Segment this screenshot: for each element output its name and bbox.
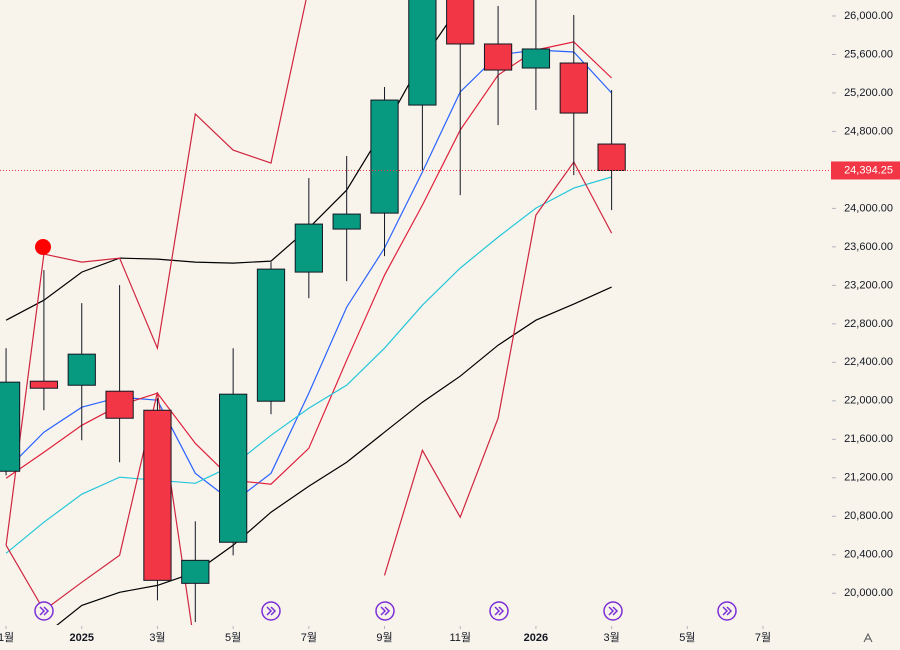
last-price-box xyxy=(831,161,900,180)
candle-body xyxy=(143,409,172,581)
x-tick-label: 9월 xyxy=(376,631,392,644)
candle-body xyxy=(597,143,626,171)
candle-body xyxy=(67,353,96,386)
candle-body xyxy=(0,381,21,472)
y-tick-label: 20,800.00 xyxy=(844,510,893,522)
last-price-label: 24,394.25 xyxy=(844,164,893,176)
x-tick-label: 3월 xyxy=(149,631,165,644)
y-tick-label: 22,400.00 xyxy=(844,356,893,368)
indicator-line xyxy=(5,0,307,546)
auto-scale-button[interactable] xyxy=(863,632,873,643)
x-tick-label: 3월 xyxy=(603,631,619,644)
x-tick-label: 11월 xyxy=(449,631,471,644)
y-tick-label: 22,800.00 xyxy=(844,318,893,330)
x-tick-label: 2025 xyxy=(70,632,94,644)
x-tick-label: 7월 xyxy=(755,631,771,644)
y-tick-label: 20,400.00 xyxy=(844,549,893,561)
y-tick-label: 23,600.00 xyxy=(844,241,893,253)
y-tick-label: 22,000.00 xyxy=(844,395,893,407)
candle-body xyxy=(294,223,323,273)
x-tick-label: 2026 xyxy=(524,632,548,644)
y-tick-label: 25,200.00 xyxy=(844,87,893,99)
y-tick-label: 24,000.00 xyxy=(844,202,893,214)
candle-body xyxy=(370,99,399,214)
y-tick-label: 26,000.00 xyxy=(844,10,893,22)
candle-body xyxy=(29,380,59,389)
candle-body xyxy=(181,559,210,584)
axes: 20,000.00 20,400.00 20,800.00 21,200.00 21,6… xyxy=(0,10,900,644)
x-tick-label: 1월 xyxy=(0,631,14,644)
y-tick-label: 24,800.00 xyxy=(844,125,893,137)
indicator-line xyxy=(5,176,612,554)
candle-body xyxy=(521,48,551,69)
y-tick-label: 25,600.00 xyxy=(844,48,893,60)
y-tick-label: 21,600.00 xyxy=(844,433,893,445)
x-tick-label: 5월 xyxy=(225,631,241,644)
candle-body xyxy=(408,0,437,106)
x-tick-label: 5월 xyxy=(679,631,695,644)
candle-body xyxy=(483,43,513,71)
y-tick-label: 20,000.00 xyxy=(844,587,893,599)
signal-dot xyxy=(35,239,51,255)
y-tick-label: 23,200.00 xyxy=(844,279,893,291)
candle-body xyxy=(219,393,248,543)
candle-body xyxy=(256,268,286,402)
candle-body xyxy=(446,0,475,45)
candle-body xyxy=(105,390,134,419)
event-icons[interactable] xyxy=(34,601,737,621)
plot-area xyxy=(0,0,626,625)
candle-body xyxy=(559,62,588,114)
x-tick-label: 7월 xyxy=(301,631,317,644)
y-tick-label: 21,200.00 xyxy=(844,472,893,484)
indicator-line xyxy=(56,286,612,625)
candle-body xyxy=(332,213,361,230)
